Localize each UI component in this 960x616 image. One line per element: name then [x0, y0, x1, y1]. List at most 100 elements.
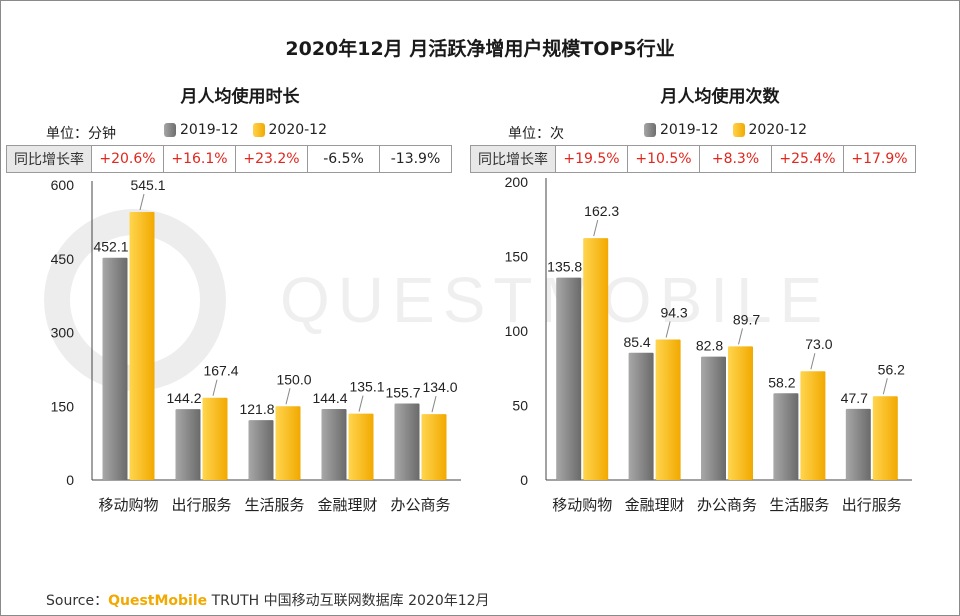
legend-item-2020: 2020-12 — [732, 122, 808, 138]
value-label-2020: 134.0 — [422, 379, 457, 395]
value-label-2020: 94.3 — [660, 304, 687, 320]
leader-line — [593, 220, 599, 237]
bar-2020 — [202, 397, 228, 480]
value-label-2020: 135.1 — [349, 379, 384, 395]
x-tick-label: 出行服务 — [171, 496, 231, 514]
leader-line — [431, 395, 437, 413]
unit-label: 单位：分钟 — [46, 126, 116, 142]
x-tick-label: 移动购物 — [552, 496, 612, 514]
source-note: Source：QuestMobile TRUTH 中国移动互联网数据库 2020… — [46, 590, 490, 610]
x-tick-label: 生活服务 — [769, 496, 829, 514]
y-tick-label: 0 — [520, 472, 528, 488]
panel-title: 月人均使用时长 — [180, 87, 300, 107]
legend-swatch-2020 — [732, 123, 745, 137]
bar-chart-frequency: 0 50 100 150 200 135.8 162.3 移动购物 85.4 94.3 金融理财 82… — [505, 174, 912, 514]
yoy-cell: +19.5% — [555, 145, 628, 173]
bar-2020 — [583, 238, 609, 480]
legend-label-2019: 2019-12 — [660, 122, 719, 138]
y-tick-label: 300 — [51, 325, 75, 341]
y-tick-label: 150 — [505, 249, 529, 265]
leader-line — [285, 388, 291, 405]
leader-line — [358, 395, 364, 412]
value-label-2020: 150.0 — [276, 371, 311, 387]
bar-2020 — [421, 414, 447, 480]
bar-2019 — [556, 277, 582, 480]
yoy-table: 同比增长率 +20.6% +16.1% +23.2% -6.5% -13.9% — [6, 145, 452, 173]
value-label-2019: 144.2 — [166, 390, 201, 406]
value-label-2020: 73.0 — [805, 336, 832, 352]
yoy-cell: +20.6% — [91, 145, 164, 173]
yoy-cell: +16.1% — [163, 145, 236, 173]
y-tick-label: 50 — [512, 398, 528, 414]
leader-line — [139, 193, 145, 211]
value-label-2019: 155.7 — [385, 384, 420, 400]
legend: 2019-12 2020-12 — [644, 122, 807, 138]
x-tick-label: 办公商务 — [697, 496, 757, 514]
source-prefix: Source： — [46, 593, 109, 609]
value-label-2020: 162.3 — [584, 203, 619, 219]
bar-2019 — [628, 352, 654, 480]
value-label-2020: 89.7 — [733, 311, 760, 327]
yoy-cell: +10.5% — [627, 145, 700, 173]
y-tick-label: 200 — [505, 174, 529, 190]
y-tick-label: 0 — [66, 472, 74, 488]
x-tick-label: 生活服务 — [244, 496, 304, 514]
value-label-2020: 545.1 — [130, 177, 165, 193]
legend-swatch-2019 — [164, 123, 176, 137]
bar-2019 — [321, 409, 347, 480]
value-label-2019: 47.7 — [841, 390, 868, 406]
leader-line — [665, 321, 671, 338]
yoy-cell: +8.3% — [699, 145, 772, 173]
x-tick-label: 金融理财 — [625, 496, 685, 514]
y-tick-label: 100 — [505, 323, 529, 339]
bar-2019 — [701, 356, 726, 480]
bar-2019 — [773, 393, 799, 480]
panel-duration: 月人均使用时长 单位：分钟 2019-12 2020-12 同比增长率 +20.… — [0, 0, 480, 560]
bar-2019 — [102, 257, 128, 480]
yoy-header: 同比增长率 — [6, 145, 92, 173]
yoy-cell: -13.9% — [379, 145, 452, 173]
legend-item-2020: 2020-12 — [252, 122, 328, 138]
x-tick-label: 金融理财 — [317, 496, 377, 514]
legend-label-2019: 2019-12 — [180, 122, 239, 138]
legend-label-2020: 2020-12 — [268, 122, 328, 138]
yoy-cell: +17.9% — [843, 145, 916, 173]
bar-2019 — [175, 409, 201, 480]
main-title: 2020年12月 月活跃净增用户规模TOP5行业 — [285, 38, 675, 60]
value-label-2019: 82.8 — [696, 338, 723, 354]
value-label-2020: 56.2 — [878, 361, 905, 377]
value-label-2019: 452.1 — [93, 239, 128, 255]
value-label-2019: 85.4 — [623, 334, 650, 350]
bar-2020 — [655, 339, 681, 480]
bar-2019 — [845, 408, 871, 480]
bar-2020 — [800, 371, 826, 480]
bar-2020 — [275, 406, 301, 480]
legend-item-2019: 2019-12 — [164, 122, 239, 138]
x-tick-label: 移动购物 — [98, 496, 158, 514]
leader-line — [882, 378, 888, 395]
x-tick-label: 办公商务 — [390, 496, 450, 514]
bar-2019 — [248, 420, 274, 480]
y-tick-label: 600 — [51, 177, 75, 193]
legend-item-2019: 2019-12 — [644, 122, 719, 138]
bar-2020 — [348, 413, 374, 480]
bar-2020 — [872, 396, 898, 480]
leader-line — [738, 328, 743, 345]
value-label-2019: 121.8 — [239, 401, 274, 417]
x-tick-label: 出行服务 — [842, 496, 902, 514]
leader-line — [212, 379, 218, 396]
value-label-2019: 144.4 — [312, 390, 347, 406]
bar-2020 — [129, 211, 155, 480]
yoy-cell: +25.4% — [771, 145, 844, 173]
legend-swatch-2020 — [252, 123, 265, 137]
source-brand: QuestMobile — [108, 593, 208, 609]
legend-label-2020: 2020-12 — [748, 122, 808, 138]
legend-swatch-2019 — [644, 123, 656, 137]
y-tick-label: 150 — [51, 398, 75, 414]
panel-title: 月人均使用次数 — [660, 87, 780, 107]
value-label-2019: 58.2 — [768, 374, 795, 390]
value-label-2019: 135.8 — [547, 259, 582, 275]
panel-frequency: 月人均使用次数 单位：次 2019-12 2020-12 同比增长率 +19.5… — [470, 0, 960, 560]
yoy-table: 同比增长率 +19.5% +10.5% +8.3% +25.4% +17.9% — [470, 145, 916, 173]
